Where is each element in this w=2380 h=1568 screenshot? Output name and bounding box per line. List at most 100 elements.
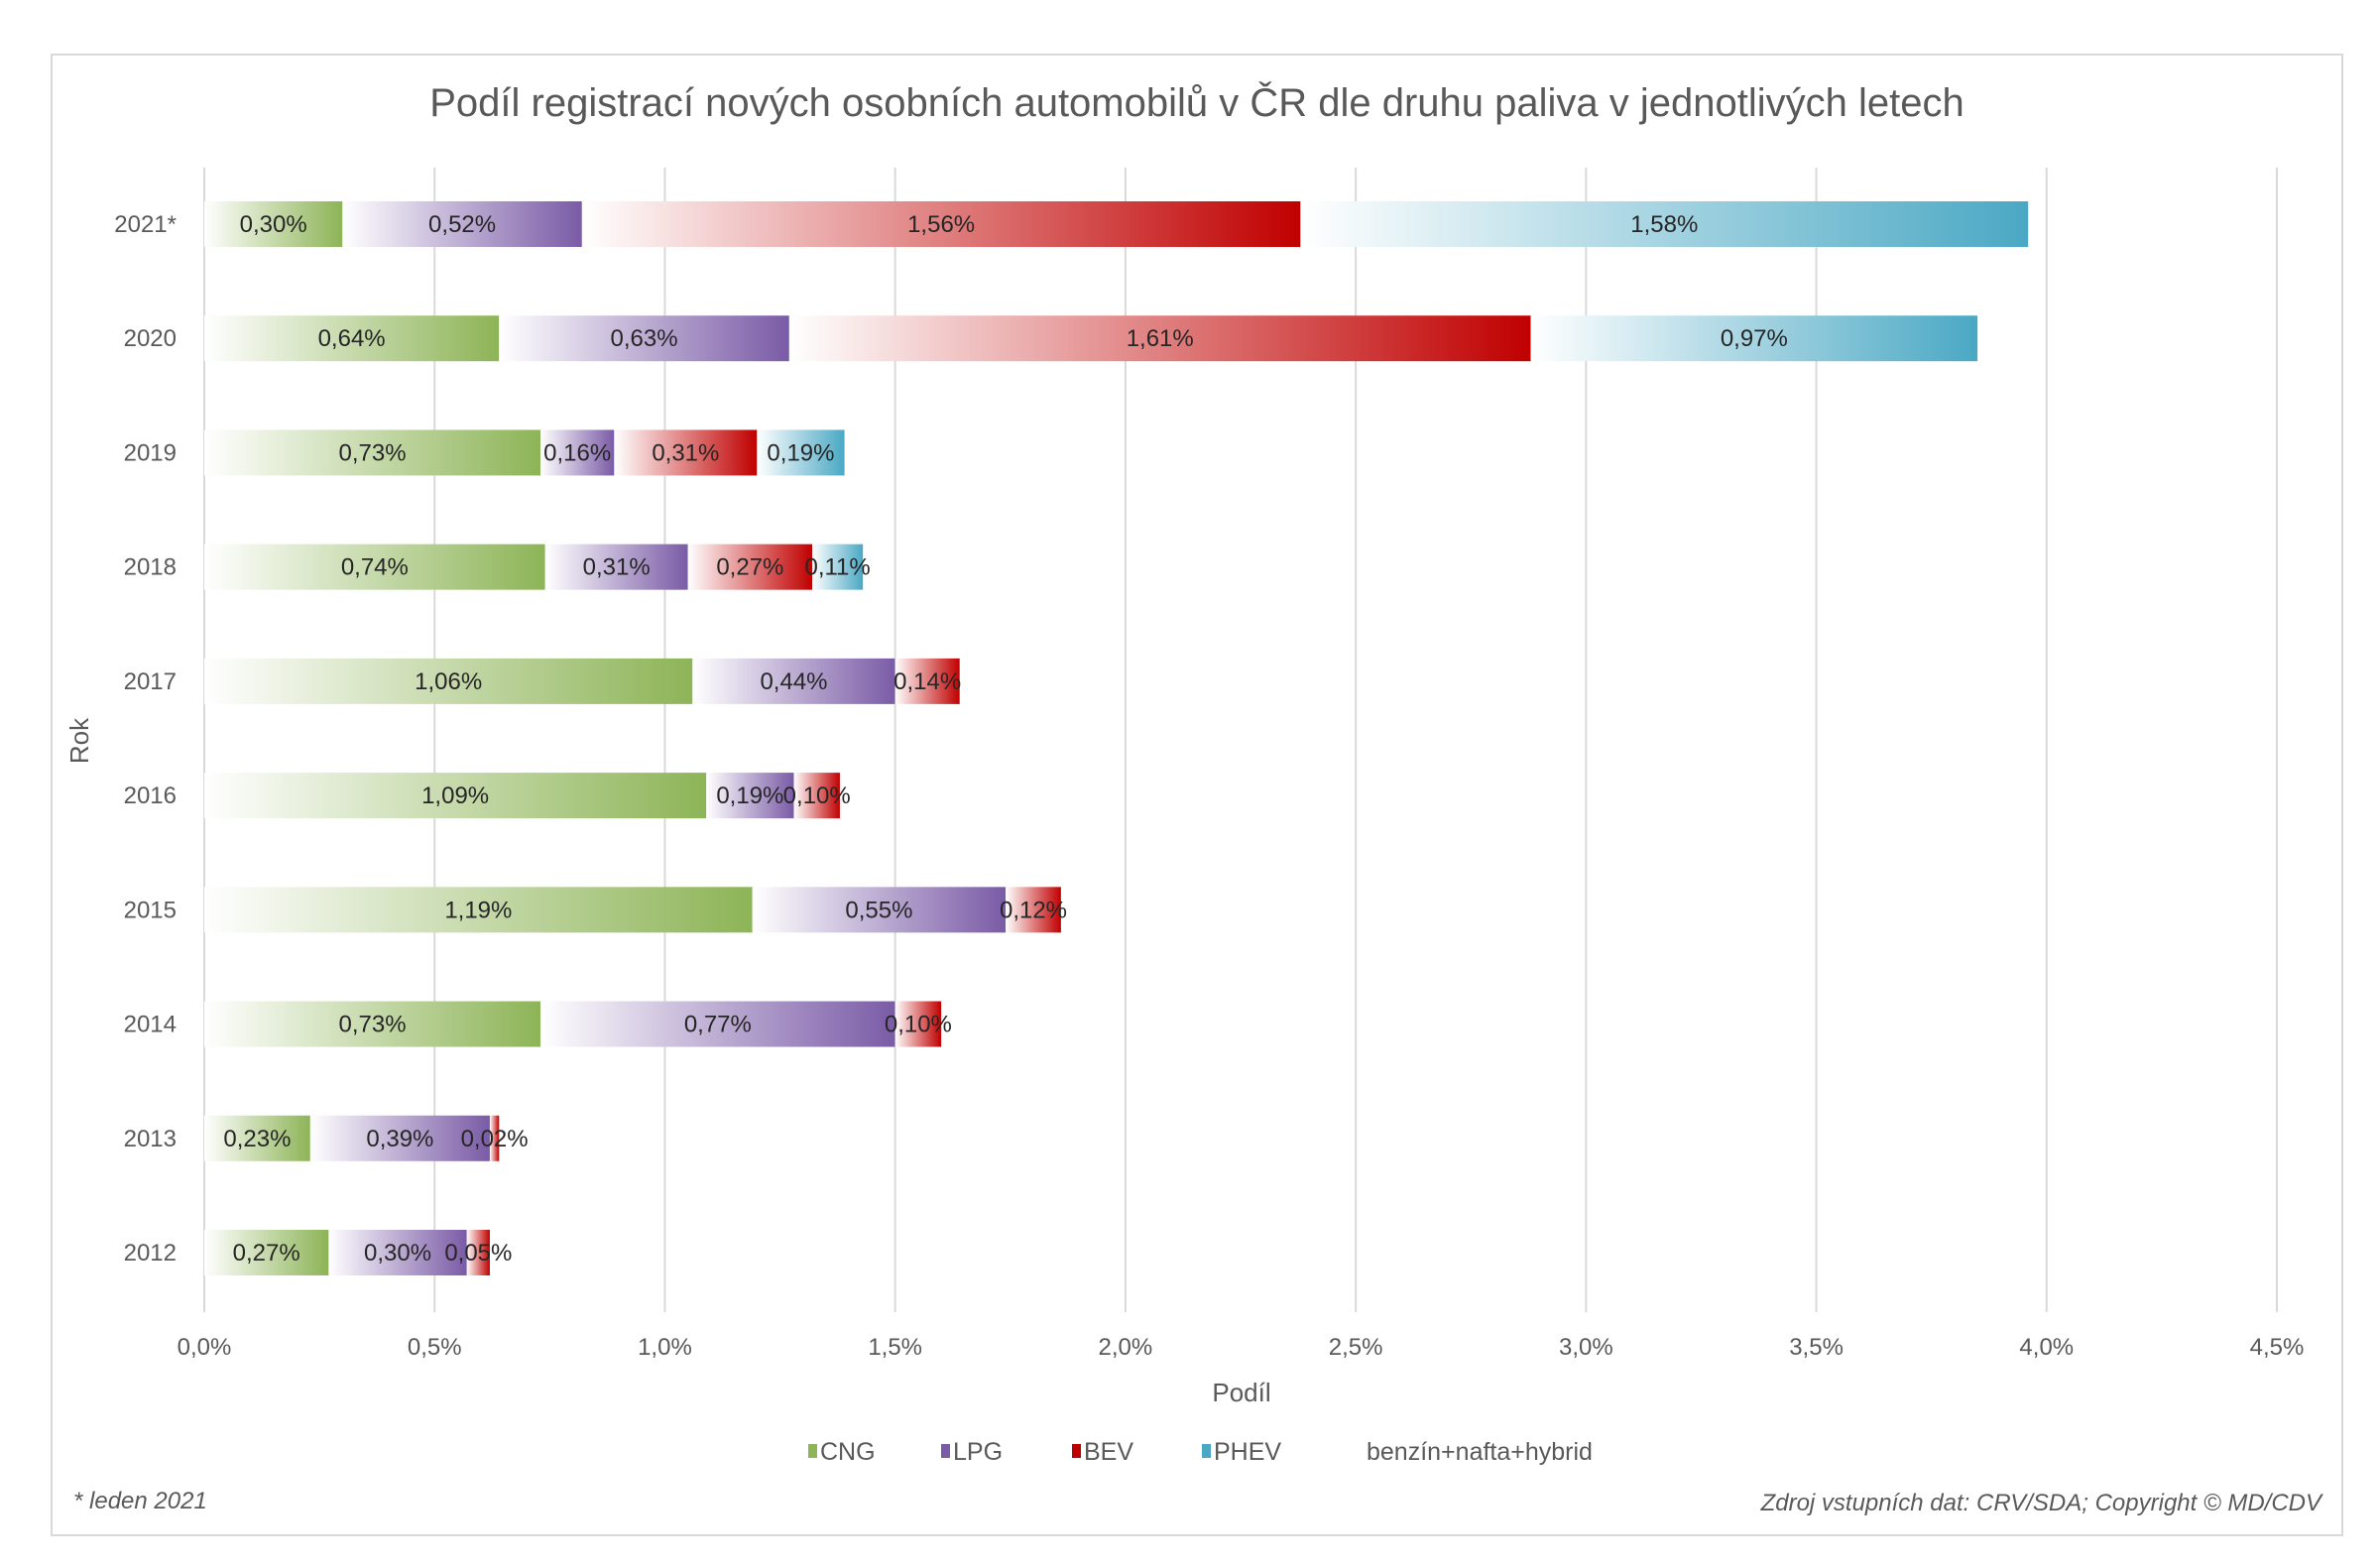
x-axis-label: Podíl (1212, 1378, 1270, 1407)
bar-lpg-2019 (540, 429, 615, 476)
data-label: 0,10% (885, 1012, 952, 1038)
y-axis-label: Rok (64, 717, 94, 764)
bar-bev-2015 (1006, 887, 1061, 933)
legend-swatch (941, 1444, 950, 1458)
data-label: 0,31% (652, 439, 719, 466)
data-label: 1,61% (1127, 325, 1194, 352)
data-label: 0,73% (338, 1012, 406, 1038)
data-label: 0,10% (783, 783, 851, 809)
data-label: 0,16% (543, 439, 611, 466)
bar-cng-2021* (204, 201, 343, 247)
legend-item: LPG (953, 1438, 1003, 1466)
data-label: 0,30% (240, 211, 307, 238)
bar-cng-2016 (204, 773, 707, 819)
legend-item: benzín+nafta+hybrid (1367, 1438, 1593, 1466)
bar-cng-2014 (204, 1001, 541, 1047)
data-label: 0,27% (233, 1240, 300, 1266)
bar-bev-2021* (581, 201, 1301, 247)
bar-bev-2016 (793, 773, 840, 819)
data-label: 0,19% (767, 439, 834, 466)
y-tick-label: 2016 (124, 783, 177, 809)
bar-lpg-2018 (544, 543, 688, 590)
legend-swatch (1072, 1444, 1081, 1458)
y-tick-label: 2014 (124, 1012, 177, 1038)
data-label: 0,12% (1000, 897, 1067, 923)
data-label: 0,77% (684, 1012, 752, 1038)
bar-phev-2018 (812, 543, 864, 590)
data-label: 0,31% (583, 554, 651, 581)
legend-item: BEV (1084, 1438, 1133, 1466)
data-label: 0,30% (364, 1240, 431, 1266)
source-note: Zdroj vstupních dat: CRV/SDA; Copyright … (1760, 1490, 2323, 1516)
data-label: 0,11% (804, 554, 870, 581)
bar-cng-2017 (204, 658, 693, 704)
data-label: 0,27% (716, 554, 783, 581)
y-tick-label: 2020 (124, 325, 177, 352)
data-label: 0,52% (428, 211, 496, 238)
bar-cng-2015 (204, 887, 753, 933)
bar-lpg-2021* (342, 201, 582, 247)
chart-title: Podíl registrací nových osobních automob… (429, 80, 1964, 125)
data-label: 0,74% (341, 554, 409, 581)
y-tick-label: 2017 (124, 668, 177, 695)
bar-phev-2020 (1530, 315, 1978, 362)
y-tick-label: 2013 (124, 1126, 177, 1152)
bar-lpg-2012 (328, 1230, 467, 1275)
chart-frame (51, 54, 2343, 1536)
bar-phev-2019 (757, 429, 845, 476)
x-tick-label: 2,5% (1329, 1334, 1383, 1361)
data-label: 0,23% (223, 1126, 291, 1152)
bar-lpg-2017 (692, 658, 895, 704)
bar-bev-2018 (687, 543, 813, 590)
bar-lpg-2015 (752, 887, 1007, 933)
x-tick-label: 4,5% (2250, 1334, 2305, 1361)
x-tick-label: 1,0% (638, 1334, 692, 1361)
data-label: 0,73% (338, 439, 406, 466)
bar-bev-2017 (894, 658, 960, 704)
data-label: 0,02% (461, 1126, 529, 1152)
bar-cng-2018 (204, 543, 545, 590)
bar-phev-2021* (1300, 201, 2029, 247)
data-label: 0,39% (366, 1126, 433, 1152)
legend-item: PHEV (1214, 1438, 1281, 1466)
x-tick-label: 2,0% (1099, 1334, 1153, 1361)
x-tick-label: 0,0% (178, 1334, 232, 1361)
legend-swatch (808, 1444, 817, 1458)
y-tick-label: 2015 (124, 897, 177, 923)
bar-cng-2019 (204, 429, 541, 476)
data-label: 1,06% (415, 668, 482, 695)
x-tick-label: 3,5% (1789, 1334, 1844, 1361)
bar-bev-2020 (788, 315, 1531, 362)
data-label: 0,14% (893, 668, 961, 695)
data-label: 1,58% (1630, 211, 1698, 238)
bar-cng-2020 (204, 315, 500, 362)
data-label: 0,64% (318, 325, 386, 352)
bar-lpg-2020 (499, 315, 789, 362)
bar-cng-2012 (204, 1230, 329, 1275)
x-tick-label: 4,0% (2019, 1334, 2074, 1361)
bar-cng-2013 (204, 1115, 310, 1161)
bar-lpg-2013 (309, 1115, 490, 1161)
x-tick-label: 1,5% (868, 1334, 922, 1361)
data-label: 0,97% (1721, 325, 1788, 352)
legend-item: CNG (820, 1438, 876, 1466)
bar-lpg-2014 (540, 1001, 895, 1047)
x-tick-label: 3,0% (1559, 1334, 1613, 1361)
data-label: 1,09% (421, 783, 489, 809)
footnote: * leden 2021 (73, 1488, 207, 1514)
data-label: 1,56% (907, 211, 975, 238)
data-label: 0,63% (611, 325, 678, 352)
y-tick-label: 2019 (124, 439, 177, 466)
y-tick-label: 2012 (124, 1240, 177, 1266)
bar-lpg-2016 (706, 773, 794, 819)
bar-bev-2019 (614, 429, 758, 476)
data-label: 0,05% (444, 1240, 512, 1266)
data-label: 0,44% (760, 668, 827, 695)
data-label: 1,19% (444, 897, 512, 923)
y-tick-label: 2018 (124, 554, 177, 581)
x-tick-label: 0,5% (408, 1334, 462, 1361)
bar-bev-2012 (466, 1230, 490, 1275)
bar-bev-2014 (894, 1001, 942, 1047)
bar-bev-2013 (489, 1115, 500, 1161)
